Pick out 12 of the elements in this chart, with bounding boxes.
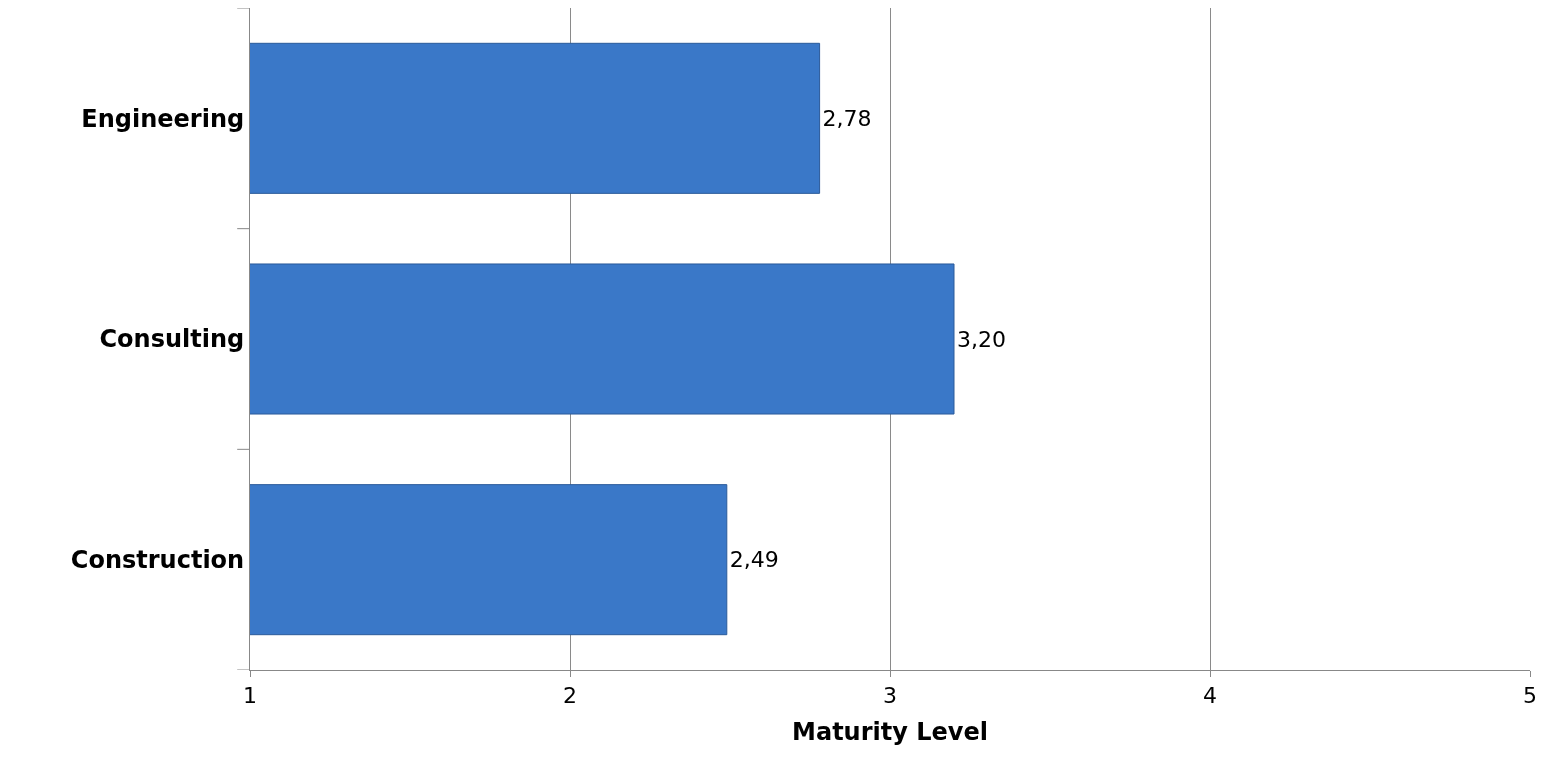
x-axis-title: Maturity Level bbox=[792, 717, 988, 746]
y-tick-label: Engineering bbox=[81, 104, 245, 133]
x-tick-label: 3 bbox=[883, 683, 897, 709]
x-tick-label: 1 bbox=[243, 683, 257, 709]
x-tick-label: 2 bbox=[563, 683, 577, 709]
x-tick-label: 5 bbox=[1523, 683, 1537, 709]
data-label: 2,49 bbox=[729, 547, 779, 573]
x-tick-label: 4 bbox=[1203, 683, 1217, 709]
data-label: 2,78 bbox=[822, 105, 872, 131]
y-tick-label: Consulting bbox=[99, 325, 245, 354]
y-tick-label: Construction bbox=[70, 546, 245, 575]
data-label: 3,20 bbox=[957, 326, 1006, 352]
